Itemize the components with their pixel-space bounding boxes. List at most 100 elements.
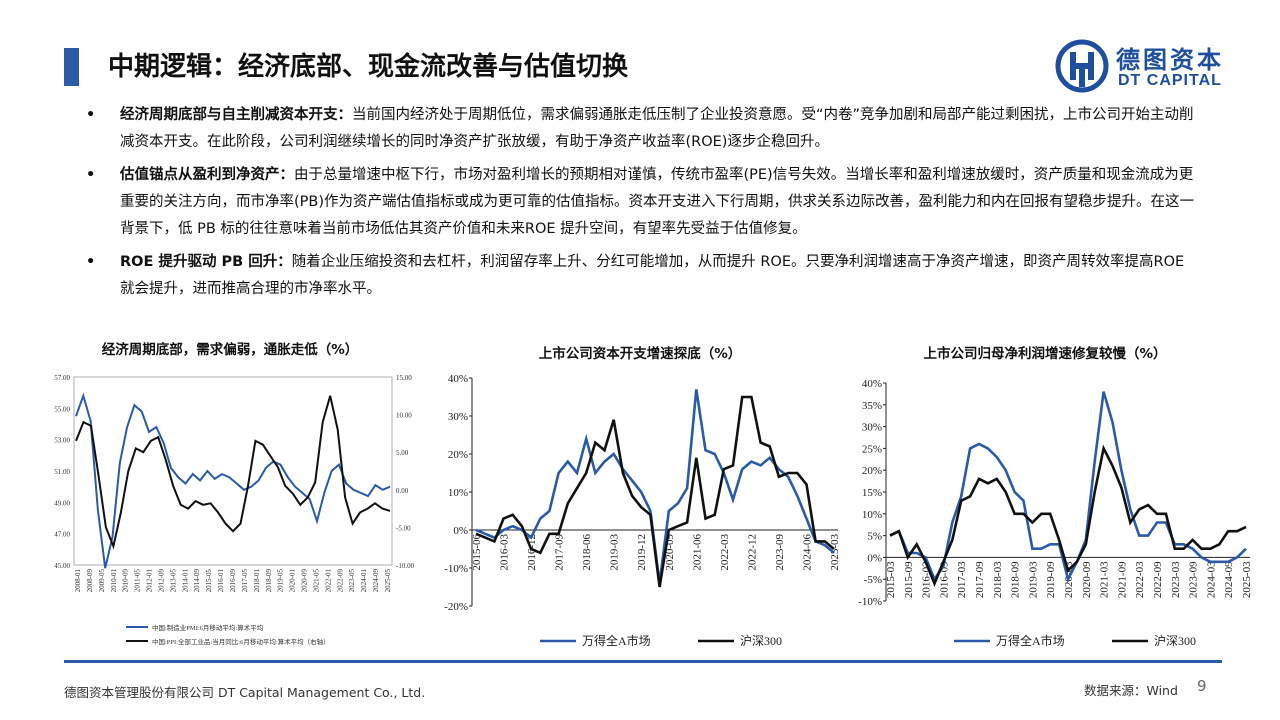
chart3-x-tick: 2019-09 xyxy=(1045,561,1057,598)
footer-divider xyxy=(64,660,1222,663)
chart1-x-tick: 2024-01 xyxy=(360,569,368,593)
bullet-item: • 估值锚点从盈利到净资产：由于总量增速中枢下行，市场对盈利增长的预期相对谨慎，… xyxy=(86,162,1196,243)
chart3-y-tick: 5% xyxy=(867,531,882,543)
chart3-x-tick: 2024-03 xyxy=(1205,561,1217,598)
chart3-y-tick: 0% xyxy=(867,552,882,564)
page-number: 9 xyxy=(1197,677,1207,695)
chart2-x-tick: 2016-03 xyxy=(499,534,511,571)
chart1-x-tick: 2016-09 xyxy=(229,569,237,593)
chart2-x-tick: 2015-06 xyxy=(471,534,483,571)
bullet-body: 由于总量增速中枢下行，市场对盈利增长的预期相对谨慎，传统市盈率(PE)信号失效。… xyxy=(120,167,1194,237)
chart3-x-tick: 2019-03 xyxy=(1027,561,1039,598)
bullet-dot: • xyxy=(86,107,96,123)
chart1-x-tick: 2020-09 xyxy=(301,569,309,593)
chart1-x-tick: 2025-05 xyxy=(384,569,392,593)
chart1-x-tick: 2023-05 xyxy=(348,569,356,593)
chart2-x-tick: 2021-06 xyxy=(691,534,703,571)
chart1-y-left-tick: 47.00 xyxy=(54,531,70,539)
chart2-y-tick: 10% xyxy=(448,487,468,499)
chart3-legend-label: 沪深300 xyxy=(1154,634,1196,648)
chart1-x-tick: 2021-05 xyxy=(312,569,320,593)
chart2-svg: 40%30%20%10%0%-10%-20%2015-06 2016-03 2016… xyxy=(444,373,841,648)
chart1-svg: 57.00 55.00 53.00 51.00 49.00 47.00 45.00 15.00… xyxy=(54,374,415,646)
footer-source: 数据来源：Wind xyxy=(1084,683,1178,698)
chart1-y-right-tick: 0.00 xyxy=(396,487,409,495)
chart3-x-tick: 2022-09 xyxy=(1152,561,1164,598)
chart2-x-tick: 2017-09 xyxy=(554,534,566,571)
chart1-x-tick: 2020-01 xyxy=(289,569,297,593)
chart2-y-tick: 0% xyxy=(453,525,468,537)
chart2-y-tick: -10% xyxy=(444,563,468,575)
chart2-x-tick: 2023-09 xyxy=(774,534,786,571)
chart3-x-tick: 2024-09 xyxy=(1223,561,1235,598)
chart2-legend-label: 万得全A市场 xyxy=(582,633,651,648)
chart1-y-right-tick: 5.00 xyxy=(396,449,409,457)
chart3-legend-label: 万得全A市场 xyxy=(996,633,1065,648)
chart1-title: 经济周期底部，需求偏弱，通胀走低（%） xyxy=(101,342,359,358)
chart1-x-tick: 2017-05 xyxy=(241,569,249,593)
chart3-x-tick: 2023-03 xyxy=(1170,561,1182,598)
logo-name-cn: 德图资本 xyxy=(1116,46,1224,74)
chart3-x-tick: 2015-03 xyxy=(885,561,897,598)
chart1-x-tick: 2019-05 xyxy=(277,569,285,593)
bullet-heading: 估值锚点从盈利到净资产： xyxy=(120,167,294,183)
chart1-x-tick: 2008-09 xyxy=(86,569,94,593)
chart1-x-tick: 2013-05 xyxy=(169,569,177,593)
chart1-y-right-tick: -5.00 xyxy=(396,524,411,532)
bullet-heading: ROE 提升驱动 PB 回升： xyxy=(120,254,292,270)
chart1-x-tick: 2011-05 xyxy=(134,569,142,593)
bullet-heading: 经济周期底部与自主削减资本开支： xyxy=(120,107,352,123)
bullet-dot: • xyxy=(86,254,96,270)
chart1-x-tick: 2022-09 xyxy=(336,569,344,593)
chart3-x-tick: 2025-03 xyxy=(1241,561,1253,598)
chart2-x-tick: 2018-06 xyxy=(581,534,593,571)
chart1-series-ppi-line xyxy=(75,395,391,550)
chart3-x-tick: 2020-09 xyxy=(1081,561,1093,598)
chart3-x-tick: 2018-03 xyxy=(992,561,1004,598)
chart3-y-tick: 20% xyxy=(862,465,882,477)
chart3-x-tick: 2021-03 xyxy=(1099,561,1111,598)
chart1-x-tick: 2018-09 xyxy=(265,569,273,593)
chart1-x-tick: 2010-01 xyxy=(110,569,118,593)
bullet-item: • 经济周期底部与自主削减资本开支：当前国内经济处于周期低位，需求偏弱通胀走低压… xyxy=(86,102,1196,156)
chart1-plot-frame xyxy=(73,376,393,566)
chart3-y-tick: -10% xyxy=(858,596,882,608)
chart3-x-tick: 2022-03 xyxy=(1134,561,1146,598)
bullet-dot: • xyxy=(86,167,96,183)
bullet-list: • 经济周期底部与自主削减资本开支：当前国内经济处于周期低位，需求偏弱通胀走低压… xyxy=(86,102,1196,309)
chart3-y-tick: 35% xyxy=(862,400,882,412)
chart3-title: 上市公司归母净利润增速修复较慢（%） xyxy=(923,346,1167,362)
chart1-x-tick: 2014-09 xyxy=(193,569,201,593)
chart2-y-tick: -20% xyxy=(444,601,468,613)
chart3-x-tick: 2023-09 xyxy=(1188,561,1200,598)
chart2-x-tick: 2019-12 xyxy=(636,534,648,571)
chart1-legend-label: 中国:PPI:全部工业品:当月同比:6月移动平均:算术平均（右轴） xyxy=(152,637,330,646)
chart2-title: 上市公司资本开支增速探底（%） xyxy=(538,346,742,362)
chart1-y-right-tick: 15.00 xyxy=(396,374,412,382)
chart3-x-tick: 2021-09 xyxy=(1116,561,1128,598)
chart2-y-tick: 20% xyxy=(448,449,468,461)
chart3-x-tick: 2018-09 xyxy=(1010,561,1022,598)
chart1-x-tick: 2012-09 xyxy=(157,569,165,593)
chart2-y-tick: 40% xyxy=(448,373,468,385)
logo-name-en: DT CAPITAL xyxy=(1118,72,1222,89)
chart2-legend-label: 沪深300 xyxy=(740,634,782,648)
chart1-x-tick: 2008-01 xyxy=(74,569,82,593)
chart1-x-tick: 2009-05 xyxy=(98,569,106,593)
chart3-y-tick: 30% xyxy=(862,422,882,434)
chart1-x-tick: 2022-01 xyxy=(324,569,332,593)
chart1-y-left-tick: 57.00 xyxy=(54,374,70,382)
title-accent-bar xyxy=(64,48,79,86)
chart2-y-tick: 30% xyxy=(448,411,468,423)
chart1-y-right-tick: -10.00 xyxy=(396,562,415,570)
page-title: 中期逻辑：经济底部、现金流改善与估值切换 xyxy=(108,52,629,82)
chart2-x-tick: 2022-03 xyxy=(719,534,731,571)
chart1-legend-label: 中国:制造业PMI:6月移动平均:算术平均 xyxy=(152,623,264,632)
bullet-body: 当前国内经济处于周期低位，需求偏弱通胀走低压制了企业投资意愿。受“内卷”竞争加剧… xyxy=(120,107,1194,150)
chart3-y-tick: -5% xyxy=(864,574,882,586)
chart3-series-hs300-line xyxy=(889,444,1247,588)
chart3-y-tick: 25% xyxy=(862,443,882,455)
chart2-x-tick: 2019-03 xyxy=(609,534,621,571)
chart2-x-tick: 2022-12 xyxy=(746,534,758,571)
chart1-x-tick: 2015-05 xyxy=(205,569,213,593)
